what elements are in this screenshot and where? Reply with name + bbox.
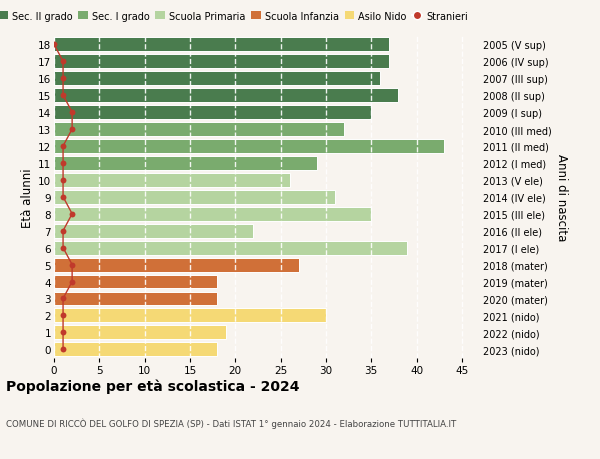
Point <box>58 194 68 201</box>
Bar <box>54 224 253 238</box>
Point <box>67 126 77 134</box>
Point <box>58 312 68 319</box>
Y-axis label: Età alunni: Età alunni <box>21 168 34 227</box>
Point <box>58 92 68 100</box>
Bar <box>54 123 344 137</box>
Point <box>67 109 77 117</box>
Point <box>67 261 77 269</box>
Bar <box>54 190 335 204</box>
Point <box>67 211 77 218</box>
Bar <box>54 55 389 69</box>
Bar <box>54 292 217 306</box>
Bar <box>54 241 407 255</box>
Bar <box>54 106 371 120</box>
Bar <box>54 309 326 323</box>
Bar <box>54 342 217 357</box>
Bar <box>54 89 398 103</box>
Bar <box>54 157 317 170</box>
Point <box>58 160 68 167</box>
Bar <box>54 326 226 340</box>
Bar <box>54 72 380 86</box>
Point <box>58 295 68 302</box>
Point <box>49 41 59 49</box>
Text: Popolazione per età scolastica - 2024: Popolazione per età scolastica - 2024 <box>6 379 299 393</box>
Point <box>67 278 77 285</box>
Point <box>58 329 68 336</box>
Point <box>58 75 68 83</box>
Point <box>58 245 68 252</box>
Bar <box>54 140 444 154</box>
Bar <box>54 207 371 221</box>
Bar <box>54 174 290 187</box>
Bar <box>54 258 299 272</box>
Bar <box>54 38 389 52</box>
Point <box>58 58 68 66</box>
Legend: Sec. II grado, Sec. I grado, Scuola Primaria, Scuola Infanzia, Asilo Nido, Stran: Sec. II grado, Sec. I grado, Scuola Prim… <box>0 8 472 25</box>
Y-axis label: Anni di nascita: Anni di nascita <box>555 154 568 241</box>
Point <box>58 346 68 353</box>
Point <box>58 177 68 184</box>
Text: COMUNE DI RICCÒ DEL GOLFO DI SPEZIA (SP) - Dati ISTAT 1° gennaio 2024 - Elaboraz: COMUNE DI RICCÒ DEL GOLFO DI SPEZIA (SP)… <box>6 418 456 428</box>
Point <box>58 143 68 150</box>
Bar <box>54 275 217 289</box>
Point <box>58 228 68 235</box>
